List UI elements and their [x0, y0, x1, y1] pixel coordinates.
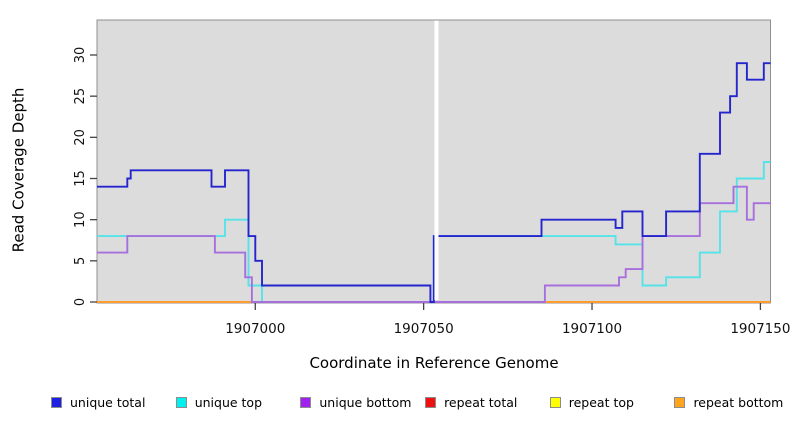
- x-tick-label: 1907100: [562, 321, 622, 337]
- legend-item-repeat-total: repeat total: [425, 395, 551, 410]
- y-tick-label: 0: [73, 298, 88, 306]
- y-axis-label-wrap: Read Coverage Depth: [2, 0, 34, 340]
- y-tick-label: 20: [73, 129, 88, 146]
- y-tick-label: 15: [73, 170, 88, 187]
- legend: unique total unique top unique bottom repea…: [51, 395, 784, 410]
- series-unique-total-line: [97, 62, 771, 303]
- series-unique-bottom-line: [97, 185, 771, 303]
- y-axis-label: Read Coverage Depth: [9, 87, 27, 253]
- legend-swatch: [674, 397, 686, 408]
- legend-swatch: [175, 397, 187, 408]
- legend-item-repeat-top: repeat top: [549, 395, 676, 410]
- x-tick-label: 1907050: [394, 321, 454, 337]
- x-tick-label: 1907000: [225, 321, 285, 337]
- legend-item-repeat-bottom: repeat bottom: [674, 395, 784, 410]
- x-axis-label: Coordinate in Reference Genome: [309, 354, 559, 372]
- y-tick-label: 5: [73, 257, 88, 265]
- x-tick-label: 1907150: [730, 321, 790, 337]
- legend-label: repeat top: [568, 395, 634, 410]
- legend-label: repeat total: [444, 395, 518, 410]
- masked-region: [434, 20, 439, 300]
- legend-swatch: [549, 397, 561, 408]
- legend-swatch: [300, 397, 312, 408]
- y-tick-label: 10: [73, 211, 88, 228]
- legend-label: unique total: [70, 395, 146, 410]
- y-tick-label: 30: [73, 47, 88, 64]
- legend-item-unique-total: unique total: [51, 395, 177, 410]
- legend-label: repeat bottom: [693, 395, 784, 410]
- legend-item-unique-top: unique top: [175, 395, 302, 410]
- coverage-plot: 0 5 10 15 20 25 30 1907000 1907050 1907100 1907150: [73, 19, 790, 337]
- legend-label: unique top: [194, 395, 263, 410]
- legend-item-unique-bottom: unique bottom: [300, 395, 426, 410]
- legend-swatch: [425, 397, 437, 408]
- y-tick-label: 25: [73, 88, 88, 105]
- legend-label: unique bottom: [319, 395, 412, 410]
- legend-swatch: [51, 397, 62, 408]
